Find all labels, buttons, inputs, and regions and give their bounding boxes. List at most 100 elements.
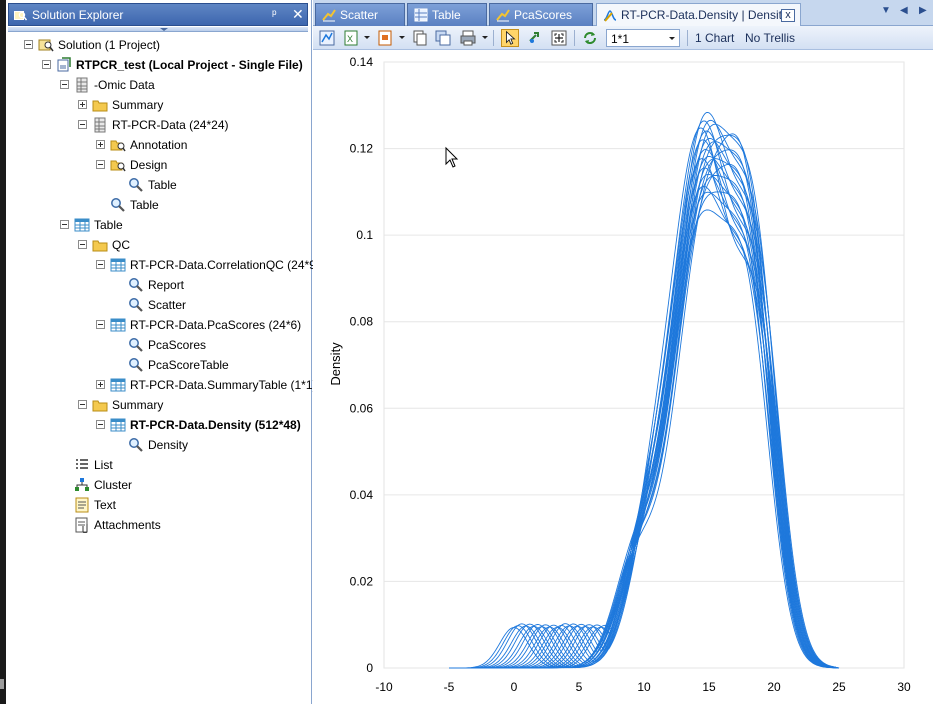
tab-table[interactable]: Table (407, 3, 487, 26)
x-tick-label: 25 (832, 680, 846, 694)
collapse-icon[interactable] (60, 220, 69, 229)
panel-grip[interactable] (8, 27, 308, 32)
tree-item[interactable]: Design (96, 155, 306, 175)
tree-item[interactable]: PcaScores (114, 335, 306, 355)
table-icon (414, 8, 428, 22)
tree-item[interactable]: QC (78, 235, 306, 255)
tree-item-label: Table (94, 218, 123, 232)
chart-toolbar: X (313, 26, 933, 50)
powerpoint-export-dropdown[interactable] (399, 36, 405, 39)
tab-pcascores[interactable]: PcaScores (489, 3, 593, 26)
tree-item-label: RT-PCR-Data.SummaryTable (1*1) (130, 378, 317, 392)
document-tabstrip: Scatter Table PcaScores RT-PCR-Data.Dens… (313, 0, 933, 27)
collapse-icon[interactable] (96, 260, 105, 269)
properties-icon[interactable] (318, 29, 336, 47)
collapse-icon[interactable] (96, 160, 105, 169)
solution-icon (38, 39, 54, 52)
tab-scatter[interactable]: Scatter (315, 3, 405, 26)
close-panel-button[interactable]: ✕ (292, 6, 304, 22)
tree-item-label: PcaScoreTable (148, 358, 229, 372)
x-tick-label: 20 (767, 680, 781, 694)
tree-item[interactable]: RT-PCR-Data (24*24) (78, 115, 306, 135)
tree-item-label: Design (130, 158, 168, 172)
magnifier-icon (129, 358, 143, 372)
collapse-icon[interactable] (96, 420, 105, 429)
x-tick-label: 5 (576, 680, 583, 694)
collapse-icon[interactable] (96, 320, 105, 329)
print-icon[interactable] (459, 29, 477, 47)
collapse-icon[interactable] (78, 240, 87, 249)
tree-item[interactable]: RTPCR_test (Local Project - Single File) (42, 55, 306, 75)
tree-item[interactable]: RT-PCR-Data.PcaScores (24*6) (96, 315, 306, 335)
tab-scroll-right[interactable]: ▶ (919, 5, 927, 16)
tree-item[interactable]: RT-PCR-Data.SummaryTable (1*1) (96, 375, 317, 395)
tab-density[interactable]: RT-PCR-Data.Density | Density x (596, 3, 801, 27)
close-tab-button[interactable]: x (781, 9, 795, 22)
tree-item[interactable]: Attachments (60, 515, 306, 535)
tab-scroll-left[interactable]: ◀ (900, 5, 908, 16)
tree-item[interactable]: RT-PCR-Data.CorrelationQC (24*9) (96, 255, 320, 275)
copy-icon[interactable] (411, 29, 429, 47)
print-dropdown[interactable] (482, 36, 488, 39)
tree-item[interactable]: Annotation (96, 135, 306, 155)
scatter-icon (496, 9, 510, 22)
collapse-icon[interactable] (60, 80, 69, 89)
tree-item[interactable]: List (60, 455, 306, 475)
expand-icon[interactable] (96, 380, 105, 389)
magnifier-icon (129, 338, 143, 352)
tree-item[interactable]: Solution (1 Project) (24, 35, 306, 55)
tree-item-label: RT-PCR-Data (24*24) (112, 118, 229, 132)
density-chart[interactable]: 0 0.02 0.04 0.06 0.08 0.1 0.12 0.14 -10 -5 0 5 10 15 2… (313, 50, 933, 704)
excel-export-icon[interactable]: X (342, 29, 360, 47)
tree-item[interactable]: Text (60, 495, 306, 515)
tree-item[interactable]: Report (114, 275, 306, 295)
powerpoint-export-icon[interactable] (376, 29, 394, 47)
expand-icon[interactable] (96, 140, 105, 149)
magnifier-icon (129, 298, 143, 312)
tree-item[interactable]: Table (96, 195, 306, 215)
tree-item[interactable]: Density (114, 435, 306, 455)
solution-explorer-title: Solution Explorer (32, 8, 124, 22)
tree-item[interactable]: Summary (78, 395, 306, 415)
expand-icon[interactable] (78, 100, 87, 109)
tree-item[interactable]: PcaScoreTable (114, 355, 306, 375)
trellis-button[interactable]: No Trellis (745, 31, 796, 45)
collapse-icon[interactable] (24, 40, 33, 49)
collapse-icon[interactable] (78, 400, 87, 409)
tree-item-label: Summary (112, 98, 164, 112)
zoom-tool-icon[interactable] (526, 29, 544, 47)
layout-select[interactable]: 1*1 (606, 29, 680, 47)
tree-item[interactable]: Table (114, 175, 306, 195)
tree-item-label: List (94, 458, 113, 472)
pin-icon[interactable]: ᵖ (272, 7, 277, 21)
folder-search-icon (110, 160, 126, 172)
tree-item-label: Annotation (130, 138, 188, 152)
toolbar-separator (687, 30, 688, 46)
x-tick-label: 15 (702, 680, 716, 694)
tree-item-label: RTPCR_test (Local Project - Single File) (76, 58, 303, 72)
chart-count-button[interactable]: 1 Chart (695, 31, 735, 45)
copy-image-icon[interactable] (434, 29, 452, 47)
tree-item[interactable]: Table (60, 215, 306, 235)
pointer-tool-icon[interactable] (501, 29, 519, 47)
tree-item-label: -Omic Data (94, 78, 155, 92)
refresh-icon[interactable] (581, 29, 599, 47)
tree-item[interactable]: RT-PCR-Data.Density (512*48) (96, 415, 306, 435)
solution-explorer-header[interactable]: Solution Explorer ᵖ ✕ (8, 3, 308, 26)
tree-item-label: RT-PCR-Data.PcaScores (24*6) (130, 318, 302, 332)
tree-item[interactable]: -Omic Data (60, 75, 306, 95)
tab-list-dropdown[interactable]: ▼ (881, 5, 891, 16)
collapse-icon[interactable] (78, 120, 87, 129)
tree-item[interactable]: Cluster (60, 475, 306, 495)
excel-export-dropdown[interactable] (364, 36, 370, 39)
list-icon (76, 459, 88, 469)
collapse-icon[interactable] (42, 60, 51, 69)
fit-to-window-icon[interactable] (550, 29, 568, 47)
y-tick-label: 0.04 (350, 488, 374, 502)
tree-item-label: Attachments (94, 518, 161, 532)
tree-item[interactable]: Scatter (114, 295, 306, 315)
magnifier-icon (129, 178, 143, 192)
tree-item[interactable]: Summary (78, 95, 306, 115)
document-area: Scatter Table PcaScores RT-PCR-Data.Dens… (313, 0, 933, 704)
density-curve (449, 111, 840, 669)
